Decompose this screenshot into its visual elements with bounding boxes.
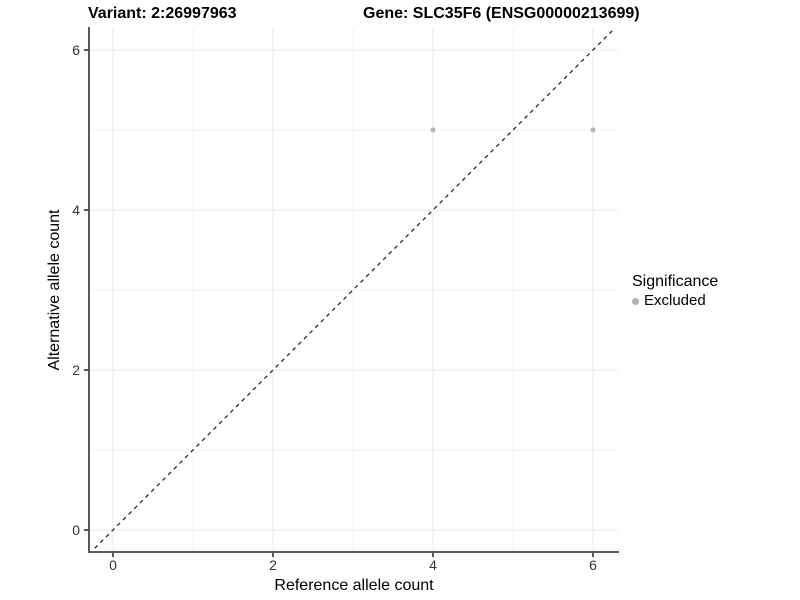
y-tick: [84, 529, 88, 531]
y-tick: [84, 369, 88, 371]
legend-point-icon: [632, 297, 639, 305]
legend-item-label: Excluded: [644, 292, 706, 309]
y-tick: [84, 209, 88, 211]
y-tick-label: 2: [72, 362, 80, 378]
x-axis-title: Reference allele count: [274, 577, 434, 594]
x-tick: [592, 553, 594, 557]
x-axis-line: [88, 551, 619, 553]
y-tick-label: 6: [72, 42, 80, 58]
plot-panel: [90, 28, 618, 552]
data-point: [430, 127, 436, 133]
legend-title: Significance: [632, 273, 719, 290]
legend: Significance Excluded: [632, 272, 718, 310]
x-tick-label: 6: [589, 557, 597, 573]
y-tick-label: 0: [72, 522, 80, 538]
gene-title: Gene: SLC35F6 (ENSG00000213699): [363, 5, 640, 22]
data-point: [590, 127, 596, 133]
legend-item-excluded: Excluded: [632, 292, 718, 310]
x-tick: [432, 553, 434, 557]
plot-canvas: [90, 28, 618, 552]
y-tick: [84, 49, 88, 51]
y-tick-label: 4: [72, 202, 80, 218]
x-tick-label: 2: [269, 557, 277, 573]
y-axis-title: Alternative allele count: [46, 209, 63, 371]
x-tick-label: 0: [109, 557, 117, 573]
variant-title: Variant: 2:26997963: [88, 5, 237, 22]
x-tick: [272, 553, 274, 557]
x-tick: [112, 553, 114, 557]
x-tick-label: 4: [429, 557, 437, 573]
y-axis-line: [88, 27, 90, 553]
